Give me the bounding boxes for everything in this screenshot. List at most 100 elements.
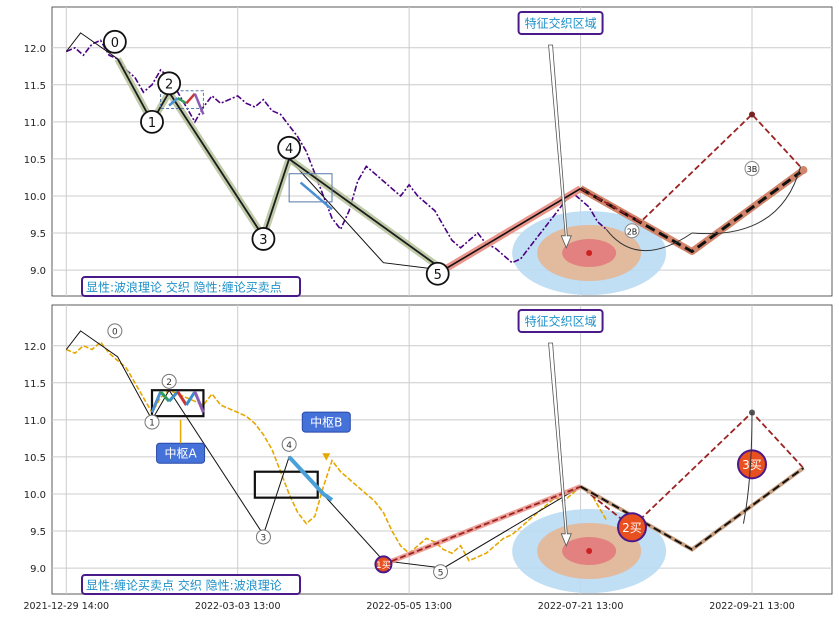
bottom-panel: 9.0 9.5 10.0 10.5 11.0 11.5 12.0 中枢A 中枢B 0 1 2 3 4 5 1买…: [23, 304, 833, 612]
forecast-alt-line: [580, 113, 805, 224]
wave-label-circle: [157, 71, 182, 96]
wave-label-circle: [140, 109, 164, 134]
caption-text: 显性:缠论买卖点 交织 隐性:波浪理论: [86, 578, 282, 593]
marker-label: 2B: [627, 227, 638, 236]
wave-label: 3: [259, 233, 267, 248]
wave-label-circle: [255, 529, 271, 545]
buy-point-label: 1买: [376, 560, 391, 571]
sub-wave-segment: [176, 390, 188, 406]
y-tick-label: 9.5: [30, 229, 46, 240]
pivot-box: [288, 173, 333, 203]
annotation-text: 特征交织区域: [525, 16, 597, 31]
sub-wave-segment: [177, 97, 187, 105]
y-tick-label: 11.0: [24, 416, 46, 427]
top-panel: 9.0 9.5 10.0 10.5 11.0 11.5 12.0 0 1 2 3 4 5 2B 3B 特征交织…: [24, 6, 833, 297]
wave-label: 3: [261, 533, 267, 543]
y-tick-label: 11.5: [24, 81, 46, 92]
pivot-box: [160, 90, 204, 110]
pivot-arrow: [322, 453, 331, 461]
sub-wave-segment: [167, 390, 179, 403]
wave-label-circle: [102, 29, 127, 54]
y-tick-label: 10.0: [24, 192, 46, 203]
wave-label: 2: [165, 77, 173, 92]
y-tick-label: 9.0: [30, 266, 46, 277]
y-tick-label: 10.0: [24, 490, 46, 501]
y-tick-label: 12.0: [24, 342, 46, 353]
highlight-center-dot: [586, 548, 593, 555]
pivot-box: [150, 389, 205, 418]
marker-circle: [744, 161, 760, 177]
wave-label-circle: [277, 135, 302, 160]
wave-label: 1: [149, 419, 155, 429]
y-tick-label: 11.5: [24, 379, 46, 390]
x-tick-label: 2022-03-03 13:00: [195, 601, 281, 612]
buy-point-circle: [737, 449, 767, 480]
sub-wave-segment: [287, 455, 334, 502]
sub-wave-segment: [150, 391, 162, 413]
buy-point-circle: [374, 555, 393, 574]
y-tick-label: 11.0: [24, 118, 46, 129]
y-tick-label: 9.0: [30, 564, 46, 575]
marker-circle: [624, 223, 640, 239]
wave5-line: [442, 187, 582, 271]
annotation-text: 特征交织区域: [525, 314, 597, 329]
sub-wave-segment: [168, 97, 179, 107]
annotation-arrow: [548, 44, 572, 249]
caption-text: 显性:波浪理论 交织 隐性:缠论买卖点: [86, 280, 282, 295]
curve-connector: [691, 166, 802, 235]
annotation-box: [517, 11, 604, 35]
wave-path-line: [116, 58, 444, 271]
forecast-line: [579, 168, 805, 254]
x-tick-label: 2022-09-21 13:00: [709, 601, 795, 612]
annotation-box: [517, 309, 604, 333]
wave-label-circle: [281, 436, 297, 452]
sub-wave-segment: [185, 390, 197, 406]
pivot-label: 中枢A: [164, 446, 197, 461]
wave-label-circle: [144, 414, 160, 430]
buy-point-circle: [617, 512, 647, 543]
highlight-center-dot: [586, 250, 593, 257]
wave-label: 4: [285, 142, 293, 157]
sub-wave-segment: [193, 93, 205, 115]
wave-label: 1: [148, 116, 156, 131]
caption-box: [81, 276, 301, 297]
curve-connector: [742, 412, 753, 524]
y-tick-label: 10.5: [24, 453, 46, 464]
plot-frame: [51, 6, 833, 297]
pivot-label: 中枢B: [310, 415, 342, 430]
pivot-box: [253, 470, 319, 499]
sub-wave-segment: [185, 92, 196, 105]
wave-label-circle: [107, 323, 123, 339]
wave-label-circle: [161, 373, 177, 389]
wave-label: 0: [111, 36, 119, 51]
sub-wave-segment: [299, 181, 333, 211]
wave-label: 4: [286, 441, 292, 451]
chan-path-line: [383, 411, 805, 566]
wave-label: 0: [112, 327, 118, 337]
buy-point-label: 3买: [742, 458, 762, 472]
wave-label: 2: [166, 378, 172, 388]
buy-point-label: 2买: [622, 521, 642, 535]
wave-label-circle: [251, 227, 276, 251]
wave-label-circle: [425, 261, 450, 286]
sub-wave-segment: [193, 391, 205, 413]
y-tick-label: 10.5: [24, 155, 46, 166]
price-series-line: [65, 39, 607, 264]
x-tick-label: 2022-05-05 13:00: [366, 601, 452, 612]
caption-box: [81, 574, 301, 595]
x-tick-label: 2021-12-29 14:00: [23, 601, 109, 612]
sub-wave-segment: [159, 390, 171, 403]
forecast-line: [580, 467, 804, 551]
marker-label: 3B: [747, 165, 758, 174]
wave-label: 5: [434, 268, 442, 283]
x-tick-label: 2022-07-21 13:00: [538, 601, 624, 612]
y-tick-label: 12.0: [24, 44, 46, 55]
y-tick-label: 9.5: [30, 527, 46, 538]
forecast-end-dot: [799, 166, 808, 175]
wave-label: 5: [438, 568, 444, 578]
curve-connector: [605, 229, 693, 252]
annotation-arrow: [548, 342, 572, 547]
pivot-label-bg: [301, 411, 351, 433]
